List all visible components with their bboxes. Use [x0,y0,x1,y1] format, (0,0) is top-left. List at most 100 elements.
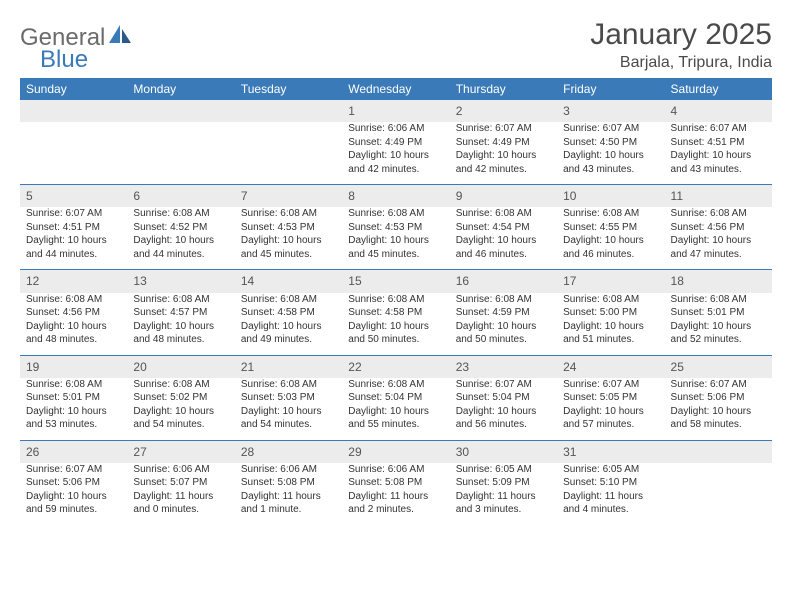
day-content-row: Sunrise: 6:07 AMSunset: 4:51 PMDaylight:… [20,207,772,270]
weekday-header: Thursday [450,78,557,100]
calendar-table: Sunday Monday Tuesday Wednesday Thursday… [20,78,772,525]
sunrise-text: Sunrise: 6:06 AM [348,122,443,136]
day-number-cell: 29 [342,440,449,463]
sunset-text: Sunset: 5:08 PM [241,476,336,490]
daylight-text: and 53 minutes. [26,418,121,432]
sunrise-text: Sunrise: 6:08 AM [26,378,121,392]
daylight-text: and 57 minutes. [563,418,658,432]
sunset-text: Sunset: 5:06 PM [26,476,121,490]
sunrise-text: Sunrise: 6:06 AM [348,463,443,477]
daylight-text: Daylight: 10 hours [671,149,766,163]
sunset-text: Sunset: 5:10 PM [563,476,658,490]
day-number-cell [127,100,234,122]
day-content-cell: Sunrise: 6:07 AMSunset: 4:51 PMDaylight:… [665,122,772,185]
daylight-text: and 42 minutes. [456,163,551,177]
day-number-cell: 30 [450,440,557,463]
daylight-text: Daylight: 10 hours [26,405,121,419]
daylight-text: Daylight: 10 hours [348,405,443,419]
day-number-cell [20,100,127,122]
day-content-cell: Sunrise: 6:07 AMSunset: 5:04 PMDaylight:… [450,378,557,441]
day-number-cell: 7 [235,185,342,208]
month-title: January 2025 [590,18,772,52]
day-number-cell: 3 [557,100,664,122]
daylight-text: and 55 minutes. [348,418,443,432]
day-content-cell: Sunrise: 6:06 AMSunset: 5:08 PMDaylight:… [235,463,342,525]
day-number-cell: 17 [557,270,664,293]
sunset-text: Sunset: 4:54 PM [456,221,551,235]
daylight-text: Daylight: 10 hours [241,405,336,419]
daylight-text: Daylight: 11 hours [456,490,551,504]
sunrise-text: Sunrise: 6:08 AM [671,207,766,221]
day-number-cell: 23 [450,355,557,378]
day-number-cell: 22 [342,355,449,378]
daylight-text: Daylight: 11 hours [563,490,658,504]
sunrise-text: Sunrise: 6:08 AM [241,293,336,307]
daylight-text: and 54 minutes. [241,418,336,432]
sunrise-text: Sunrise: 6:06 AM [241,463,336,477]
day-content-cell: Sunrise: 6:08 AMSunset: 5:04 PMDaylight:… [342,378,449,441]
daylight-text: Daylight: 10 hours [456,149,551,163]
day-content-cell: Sunrise: 6:08 AMSunset: 4:54 PMDaylight:… [450,207,557,270]
daylight-text: Daylight: 11 hours [241,490,336,504]
sunrise-text: Sunrise: 6:08 AM [241,207,336,221]
weekday-header: Monday [127,78,234,100]
day-content-cell: Sunrise: 6:08 AMSunset: 4:59 PMDaylight:… [450,293,557,356]
daylight-text: Daylight: 10 hours [348,234,443,248]
sunrise-text: Sunrise: 6:08 AM [133,207,228,221]
sunset-text: Sunset: 5:07 PM [133,476,228,490]
sunset-text: Sunset: 4:52 PM [133,221,228,235]
day-number-cell: 13 [127,270,234,293]
daylight-text: and 59 minutes. [26,503,121,517]
daylight-text: Daylight: 10 hours [241,320,336,334]
day-content-cell: Sunrise: 6:05 AMSunset: 5:10 PMDaylight:… [557,463,664,525]
weekday-header-row: Sunday Monday Tuesday Wednesday Thursday… [20,78,772,100]
sunrise-text: Sunrise: 6:08 AM [241,378,336,392]
day-content-cell: Sunrise: 6:07 AMSunset: 4:51 PMDaylight:… [20,207,127,270]
sunrise-text: Sunrise: 6:05 AM [456,463,551,477]
daylight-text: Daylight: 10 hours [563,320,658,334]
daylight-text: Daylight: 10 hours [456,405,551,419]
sunset-text: Sunset: 4:50 PM [563,136,658,150]
day-number-cell: 11 [665,185,772,208]
sunrise-text: Sunrise: 6:08 AM [348,293,443,307]
day-content-cell: Sunrise: 6:08 AMSunset: 4:57 PMDaylight:… [127,293,234,356]
day-number-cell: 8 [342,185,449,208]
day-number-cell: 5 [20,185,127,208]
day-content-cell: Sunrise: 6:08 AMSunset: 5:01 PMDaylight:… [665,293,772,356]
day-content-cell: Sunrise: 6:08 AMSunset: 4:56 PMDaylight:… [20,293,127,356]
daylight-text: and 4 minutes. [563,503,658,517]
sunrise-text: Sunrise: 6:06 AM [133,463,228,477]
sunset-text: Sunset: 4:49 PM [348,136,443,150]
day-number-cell: 18 [665,270,772,293]
daylight-text: Daylight: 10 hours [563,234,658,248]
day-content-cell [665,463,772,525]
sunset-text: Sunset: 4:58 PM [241,306,336,320]
day-number-cell [665,440,772,463]
day-content-cell: Sunrise: 6:08 AMSunset: 4:53 PMDaylight:… [342,207,449,270]
daylight-text: and 1 minute. [241,503,336,517]
daylight-text: and 43 minutes. [671,163,766,177]
day-number-row: 12131415161718 [20,270,772,293]
sunrise-text: Sunrise: 6:07 AM [26,463,121,477]
day-number-cell: 6 [127,185,234,208]
day-content-cell: Sunrise: 6:07 AMSunset: 4:49 PMDaylight:… [450,122,557,185]
daylight-text: and 44 minutes. [26,248,121,262]
day-number-row: 19202122232425 [20,355,772,378]
day-number-cell: 2 [450,100,557,122]
sunset-text: Sunset: 4:53 PM [241,221,336,235]
day-content-cell: Sunrise: 6:06 AMSunset: 5:07 PMDaylight:… [127,463,234,525]
daylight-text: and 3 minutes. [456,503,551,517]
daylight-text: and 45 minutes. [348,248,443,262]
day-content-cell [127,122,234,185]
daylight-text: and 0 minutes. [133,503,228,517]
day-number-row: 262728293031 [20,440,772,463]
daylight-text: Daylight: 10 hours [133,234,228,248]
daylight-text: and 46 minutes. [563,248,658,262]
sunrise-text: Sunrise: 6:08 AM [348,207,443,221]
day-content-row: Sunrise: 6:06 AMSunset: 4:49 PM Daylight:… [20,122,772,185]
sunset-text: Sunset: 5:05 PM [563,391,658,405]
daylight-text: and 56 minutes. [456,418,551,432]
day-content-cell: Sunrise: 6:08 AMSunset: 4:56 PMDaylight:… [665,207,772,270]
day-number-cell [235,100,342,122]
sunrise-text: Sunrise: 6:08 AM [133,378,228,392]
